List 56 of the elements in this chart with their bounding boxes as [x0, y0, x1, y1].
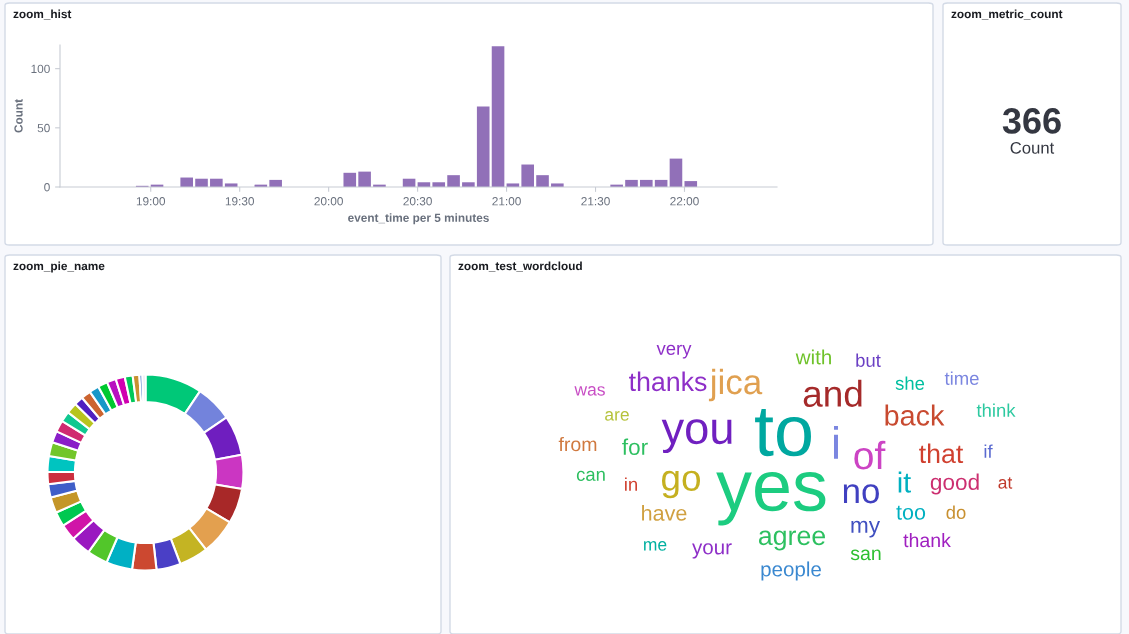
- text: san: [850, 549, 881, 561]
- text: yes: [716, 471, 826, 526]
- text: jica: [708, 368, 763, 402]
- text: can: [576, 470, 605, 481]
- x-tick-label: 22:00: [670, 197, 699, 206]
- x-tick-label: 20:30: [403, 197, 432, 206]
- text: 366: [1002, 108, 1061, 134]
- text: very: [656, 344, 692, 359]
- y-tick-label: 0: [44, 183, 50, 192]
- y-tick-label: 100: [31, 64, 50, 74]
- text: to: [755, 409, 811, 457]
- text: but: [856, 353, 881, 367]
- x-tick-label: 21:30: [581, 197, 610, 206]
- x-tick-label: 21:00: [492, 197, 521, 206]
- text: for: [622, 438, 648, 456]
- text: your: [692, 543, 732, 559]
- text: if: [984, 444, 993, 458]
- x-tick-label: 19:00: [136, 197, 166, 206]
- text: at: [998, 477, 1013, 489]
- y-tick-label: 50: [37, 123, 50, 133]
- text: think: [976, 403, 1016, 417]
- x-axis-title: event_time per 5 minutes: [348, 213, 489, 225]
- x-tick-label: 20:00: [314, 197, 343, 206]
- text: you: [661, 419, 732, 454]
- text: i: [834, 425, 838, 459]
- text: Count: [1010, 141, 1055, 154]
- text: agree: [758, 530, 825, 551]
- text: go: [661, 470, 701, 499]
- chart-title: zoom_pie_name: [13, 261, 105, 273]
- text: people: [761, 561, 821, 581]
- text: too: [896, 505, 926, 520]
- text: with: [795, 349, 831, 365]
- text: time: [944, 371, 979, 385]
- text: no: [843, 484, 879, 504]
- text: me: [644, 541, 667, 551]
- text: have: [642, 504, 687, 521]
- text: zoom_test_wordcloud: [458, 261, 582, 272]
- text: that: [919, 443, 964, 464]
- text: good: [930, 473, 979, 495]
- text: from: [558, 436, 597, 452]
- text: and: [803, 379, 862, 407]
- text: my: [851, 520, 881, 538]
- text: in: [625, 477, 637, 491]
- text: are: [605, 411, 629, 421]
- text: do: [946, 505, 966, 519]
- text: was: [574, 386, 605, 396]
- chart-title: zoom_hist: [13, 9, 72, 20]
- text: of: [854, 440, 886, 470]
- text: she: [895, 376, 925, 390]
- text: thank: [903, 532, 951, 548]
- x-tick-label: 19:30: [225, 197, 255, 206]
- text: zoom_metric_count: [951, 9, 1063, 20]
- text: it: [898, 471, 911, 493]
- text: thanks: [629, 371, 707, 392]
- text: back: [885, 404, 945, 426]
- y-axis-title: Count: [14, 99, 23, 133]
